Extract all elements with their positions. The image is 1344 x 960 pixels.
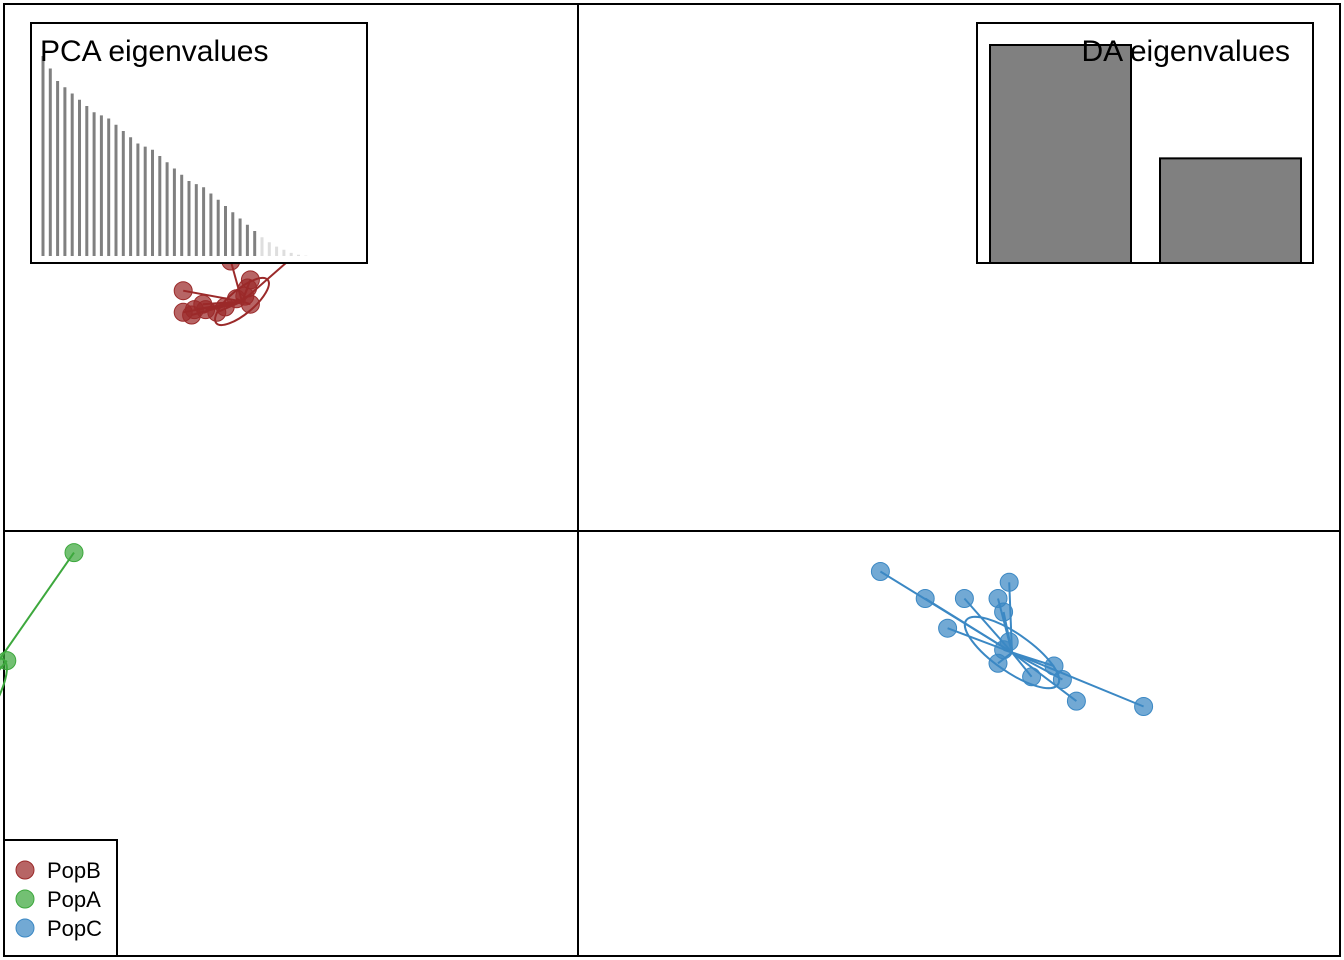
pca-inset-title: PCA eigenvalues — [40, 35, 269, 68]
data-point-popc — [1066, 691, 1086, 711]
da-eigenvalues-inset: DA eigenvalues — [976, 22, 1314, 264]
plot-border — [3, 3, 1341, 957]
star-line-popc — [1011, 651, 1078, 702]
legend: PopB PopA PopC — [3, 839, 118, 957]
data-point-popc — [915, 589, 935, 608]
da-eigenvalue-bar — [989, 44, 1132, 264]
da-inset-title: DA eigenvalues — [1082, 35, 1290, 68]
data-point-popb — [196, 300, 216, 320]
pca-eigenvalues-inset: PCA eigenvalues — [30, 22, 368, 264]
legend-marker-popa — [15, 889, 35, 909]
data-point-popc — [1044, 656, 1064, 676]
data-point-popc — [999, 572, 1019, 592]
da-eigenvalue-bar — [1159, 157, 1302, 264]
data-point-popb — [215, 297, 235, 317]
group-popc — [870, 562, 1154, 716]
data-point-popb — [173, 281, 193, 301]
da-eigenvalue-bars — [989, 44, 1302, 264]
data-point-popc — [994, 602, 1014, 622]
legend-marker-popc — [15, 918, 35, 938]
pca-eigenvalue-bars — [41, 56, 308, 256]
data-point-popc — [988, 653, 1008, 673]
group-popa — [0, 543, 84, 810]
legend-label-popc: PopC — [47, 916, 102, 941]
data-point-popa — [64, 543, 84, 563]
star-line-popa — [0, 552, 75, 661]
data-point-popc — [1022, 667, 1042, 687]
data-point-popc — [870, 562, 890, 581]
data-point-popa — [0, 651, 17, 671]
plot-frame — [3, 3, 1341, 957]
data-point-popc — [1052, 670, 1072, 689]
legend-label-popa: PopA — [47, 887, 101, 912]
data-point-popc — [938, 618, 958, 638]
data-point-popc — [1134, 697, 1154, 716]
legend-label-popb: PopB — [47, 858, 101, 883]
star-line-popc — [1011, 651, 1144, 708]
data-point-popc — [954, 589, 974, 608]
legend-marker-popb — [15, 860, 35, 880]
legend-items: PopB PopA PopC — [15, 858, 102, 941]
